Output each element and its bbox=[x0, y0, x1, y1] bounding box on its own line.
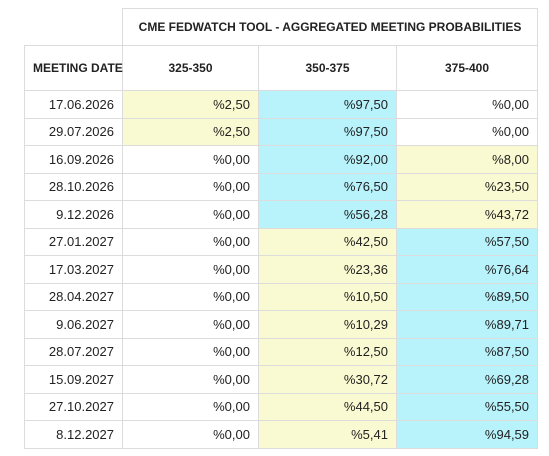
probability-table: CME FEDWATCH TOOL - AGGREGATED MEETING P… bbox=[24, 8, 539, 449]
probability-cell: %23,50 bbox=[395, 172, 539, 201]
probability-cell: %0,00 bbox=[122, 200, 259, 229]
meeting-row: 27.10.2027 %0,00 %44,50 %55,50 bbox=[24, 392, 539, 421]
meeting-date: 17.06.2026 bbox=[24, 90, 123, 119]
meeting-date: 9.12.2026 bbox=[24, 200, 123, 229]
meeting-date: 28.10.2026 bbox=[24, 172, 123, 201]
header-row: MEETING DATE 325-350 350-375 375-400 bbox=[24, 45, 539, 91]
probability-cell: %89,71 bbox=[395, 310, 539, 339]
meeting-date: 16.09.2026 bbox=[24, 145, 123, 174]
meeting-row: 29.07.2026 %2,50 %97,50 %0,00 bbox=[24, 117, 539, 146]
probability-cell: %0,00 bbox=[122, 365, 259, 394]
probability-cell: %0,00 bbox=[122, 255, 259, 284]
probability-cell: %2,50 bbox=[122, 117, 259, 146]
meeting-row: 17.03.2027 %0,00 %23,36 %76,64 bbox=[24, 255, 539, 284]
probability-cell: %0,00 bbox=[122, 145, 259, 174]
meeting-date: 27.01.2027 bbox=[24, 227, 123, 256]
probability-cell: %12,50 bbox=[258, 337, 397, 366]
meeting-row: 16.09.2026 %0,00 %92,00 %8,00 bbox=[24, 145, 539, 174]
probability-cell: %57,50 bbox=[395, 227, 539, 256]
probability-cell: %0,00 bbox=[395, 117, 539, 146]
probability-cell: %10,50 bbox=[258, 282, 397, 311]
probability-cell: %8,00 bbox=[395, 145, 539, 174]
probability-cell: %76,50 bbox=[258, 172, 397, 201]
meeting-row: 15.09.2027 %0,00 %30,72 %69,28 bbox=[24, 365, 539, 394]
probability-cell: %94,59 bbox=[395, 420, 539, 449]
probability-cell: %0,00 bbox=[122, 337, 259, 366]
meeting-row: 28.04.2027 %0,00 %10,50 %89,50 bbox=[24, 282, 539, 311]
meeting-row: 9.12.2026 %0,00 %56,28 %43,72 bbox=[24, 200, 539, 229]
probability-cell: %0,00 bbox=[395, 90, 539, 119]
table-body: 17.06.2026 %2,50 %97,50 %0,00 29.07.2026 %2,5… bbox=[24, 90, 539, 449]
range-header: 375-400 bbox=[395, 45, 539, 91]
probability-cell: %55,50 bbox=[395, 392, 539, 421]
probability-cell: %30,72 bbox=[258, 365, 397, 394]
probability-cell: %5,41 bbox=[258, 420, 397, 449]
table-title: CME FEDWATCH TOOL - AGGREGATED MEETING P… bbox=[121, 8, 539, 46]
probability-cell: %0,00 bbox=[122, 420, 259, 449]
meeting-date: 28.07.2027 bbox=[24, 337, 123, 366]
meeting-date: 28.04.2027 bbox=[24, 282, 123, 311]
meeting-date: 27.10.2027 bbox=[24, 392, 123, 421]
meeting-date: 15.09.2027 bbox=[24, 365, 123, 394]
probability-cell: %10,29 bbox=[258, 310, 397, 339]
probability-cell: %0,00 bbox=[122, 172, 259, 201]
probability-cell: %43,72 bbox=[395, 200, 539, 229]
range-header: 325-350 bbox=[122, 45, 259, 91]
probability-cell: %2,50 bbox=[122, 90, 259, 119]
range-header: 350-375 bbox=[258, 45, 397, 91]
probability-cell: %0,00 bbox=[122, 310, 259, 339]
meeting-date: 29.07.2026 bbox=[24, 117, 123, 146]
probability-cell: %0,00 bbox=[122, 282, 259, 311]
probability-cell: %56,28 bbox=[258, 200, 397, 229]
probability-cell: %92,00 bbox=[258, 145, 397, 174]
probability-cell: %23,36 bbox=[258, 255, 397, 284]
meeting-row: 27.01.2027 %0,00 %42,50 %57,50 bbox=[24, 227, 539, 256]
meeting-date: 9.06.2027 bbox=[24, 310, 123, 339]
probability-cell: %69,28 bbox=[395, 365, 539, 394]
probability-cell: %42,50 bbox=[258, 227, 397, 256]
probability-cell: %76,64 bbox=[395, 255, 539, 284]
probability-cell: %89,50 bbox=[395, 282, 539, 311]
probability-cell: %87,50 bbox=[395, 337, 539, 366]
probability-cell: %0,00 bbox=[122, 227, 259, 256]
blank-cell bbox=[24, 8, 123, 46]
probability-cell: %97,50 bbox=[258, 117, 397, 146]
meeting-row: 8.12.2027 %0,00 %5,41 %94,59 bbox=[24, 420, 539, 449]
probability-cell: %97,50 bbox=[258, 90, 397, 119]
meeting-row: 9.06.2027 %0,00 %10,29 %89,71 bbox=[24, 310, 539, 339]
meeting-date: 8.12.2027 bbox=[24, 420, 123, 449]
title-row: CME FEDWATCH TOOL - AGGREGATED MEETING P… bbox=[24, 8, 539, 46]
probability-cell: %44,50 bbox=[258, 392, 397, 421]
probability-cell: %0,00 bbox=[122, 392, 259, 421]
meeting-date: 17.03.2027 bbox=[24, 255, 123, 284]
meeting-row: 17.06.2026 %2,50 %97,50 %0,00 bbox=[24, 90, 539, 119]
date-header: MEETING DATE bbox=[24, 45, 123, 91]
meeting-row: 28.10.2026 %0,00 %76,50 %23,50 bbox=[24, 172, 539, 201]
meeting-row: 28.07.2027 %0,00 %12,50 %87,50 bbox=[24, 337, 539, 366]
